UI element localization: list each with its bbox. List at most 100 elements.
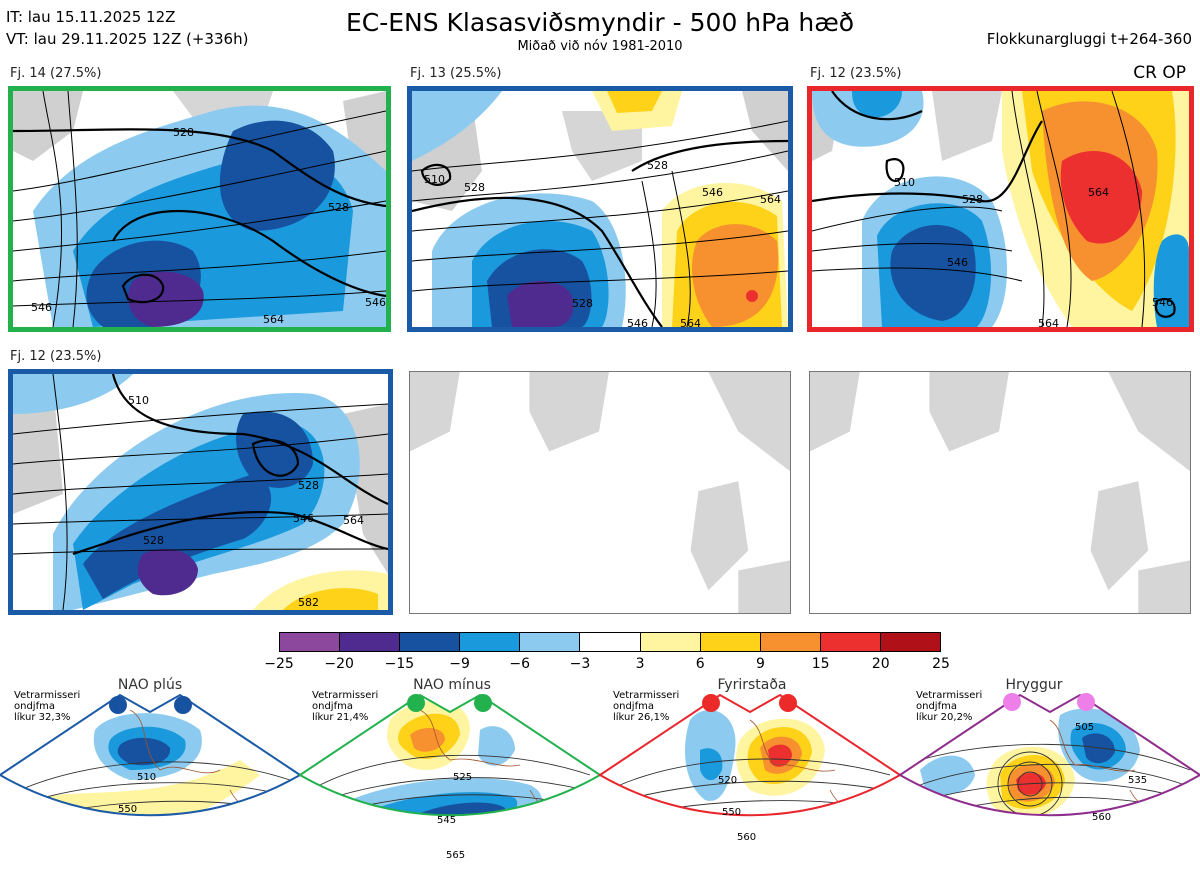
cluster-map-4: 510 528 528 546 564 582 [13,374,388,610]
colorbar-segment [760,633,821,651]
page-subtitle: Miðað við nóv 1981-2010 [517,39,683,54]
colorbar-segment [460,633,521,651]
colorbar-tick-label: 9 [755,656,765,672]
colorbar-tick-label: −9 [449,656,470,672]
cluster-map-1: 528 546 528 564 546 [13,91,386,327]
colorbar-tick-label: 20 [871,656,890,672]
cluster-panel-2[interactable]: 510 528 528 546 564 528 546 564 [407,86,793,332]
regime-4-dot [1077,693,1095,711]
cluster-panel-3[interactable]: 528 546 564 546 564 510 [807,86,1194,332]
cluster-panel-4[interactable]: 510 528 528 546 564 582 [8,369,393,615]
regime-3-dot [779,694,797,712]
panel-1-contour-label: 546 [31,301,52,314]
colorbar-tick-label: 3 [635,656,645,672]
colorbar-segment [580,633,641,651]
regime-3-note-line: Vetrarmisseri [613,690,680,701]
panel-2-contour-label: 528 [647,159,668,172]
empty-map-panel-1 [409,371,791,614]
panel-1-contour-label: 564 [263,313,284,326]
regime-3-note-line: ondjfma [613,701,654,712]
panel-3-label: Fj. 12 (23.5%) [810,66,902,81]
regime-2-dot [474,694,492,712]
regime-1-dot [109,696,127,714]
panel-3-contour-label: 564 [1038,317,1059,327]
regime-1-contour-label: 550 [118,804,137,815]
panel-3-contour-label: 510 [894,176,915,189]
regime-1-note-line: Vetrarmisseri [14,690,81,701]
cluster-panel-1[interactable]: 528 546 528 564 546 [8,86,391,332]
regime-1-map[interactable]: 510 550 [0,690,302,868]
panel-2-contour-label: 528 [572,297,593,310]
panel-2-contour-label: 546 [627,317,648,327]
regime-3-contour-label: 560 [737,832,756,843]
panel-2-contour-label: 564 [760,193,781,206]
panel-2-contour-label: 546 [702,186,723,199]
colorbar-segment [640,633,701,651]
regime-4-note-line: Vetrarmisseri [916,690,983,701]
empty-map-2 [810,372,1190,613]
colorbar-segment [880,633,941,651]
colorbar-segment [340,633,401,651]
regime-4-map[interactable]: 505 535 560 [898,690,1200,868]
colorbar-segment [520,633,581,651]
regime-3-contour-label: 550 [722,807,741,818]
regime-4-title: Hryggur [1005,677,1063,693]
regime-3-map[interactable]: 520 550 560 [598,690,902,868]
colorbar-segment [820,633,881,651]
panel-4-contour-label: 510 [128,394,149,407]
panel-4-contour-label: 528 [143,534,164,547]
regime-3-note-line: líkur 26,1% [613,712,670,723]
regime-4-note: Vetrarmisseri ondjfma líkur 20,2% [916,690,982,723]
panel-2-contour-label: 528 [464,181,485,194]
page-title: EC-ENS Klasasviðsmyndir - 500 hPa hæð [345,8,855,37]
regime-4-dot [1003,693,1021,711]
classification-window: Flokkunargluggi t+264-360 [986,30,1192,48]
cluster-map-3: 528 546 564 546 564 510 [812,91,1189,327]
panel-2-label: Fj. 13 (25.5%) [410,66,502,81]
panel-4-label: Fj. 12 (23.5%) [10,349,102,364]
header-info: IT: lau 15.11.2025 12Z VT: lau 29.11.202… [6,6,248,50]
cr-op-label: CR OP [1133,63,1186,83]
panel-4-contour-label: 546 [293,512,314,525]
panel-2-contour-label: 564 [680,317,701,327]
regime-2-title: NAO mínus [413,677,491,693]
panel-3-contour-label: 546 [947,256,968,269]
colorbar-tick-label: −3 [569,656,591,672]
colorbar-tick-label: −6 [509,656,531,672]
regime-4-contour-label: 535 [1128,775,1147,786]
panel-1-label: Fj. 14 (27.5%) [10,66,102,81]
valid-time: VT: lau 29.11.2025 12Z (+336h) [6,30,249,48]
regime-2-map[interactable]: 525 545 565 [298,690,602,868]
panel-3-contour-label: 546 [1152,296,1173,309]
colorbar-tick-label: −20 [324,656,354,672]
empty-map-panel-2 [809,371,1191,614]
panel-1-contour-label: 528 [328,201,349,214]
regime-2-contour-label: 525 [453,772,472,783]
regime-2-note-line: Vetrarmisseri [312,690,379,701]
regime-2-note: Vetrarmisseri ondjfma líkur 21,4% [312,690,378,723]
regime-1-dot [174,696,192,714]
regime-1-note-line: líkur 32,3% [14,712,71,723]
panel-4-contour-label: 528 [298,479,319,492]
colorbar [279,632,941,652]
regime-1-note: Vetrarmisseri ondjfma líkur 32,3% [14,690,80,723]
colorbar-tick-label: −15 [384,656,415,672]
regime-4-note-line: líkur 20,2% [916,712,973,723]
panel-3-contour-label: 564 [1088,186,1109,199]
regime-1-note-line: ondjfma [14,701,55,712]
colorbar-segment [700,633,761,651]
regime-1-title: NAO plús [117,677,183,693]
panel-4-contour-label: 582 [298,596,319,609]
panel-2-contour-label: 510 [424,173,445,186]
colorbar-tick-label: −25 [264,656,294,672]
colorbar-segment [400,633,461,651]
regime-1-contour-label: 510 [137,772,156,783]
regime-2-note-line: líkur 21,4% [312,712,369,723]
colorbar-segment [280,633,341,651]
regime-3-title: Fyrirstaða [717,677,787,693]
regime-4-contour-label: 560 [1092,812,1111,823]
colorbar-ticks: −25 −20 −15 −9 −6 −3 3 6 9 15 20 25 [264,656,950,674]
regime-2-contour-label: 565 [446,850,465,861]
colorbar-tick-label: 6 [695,656,705,672]
initial-time: IT: lau 15.11.2025 12Z [6,8,176,26]
